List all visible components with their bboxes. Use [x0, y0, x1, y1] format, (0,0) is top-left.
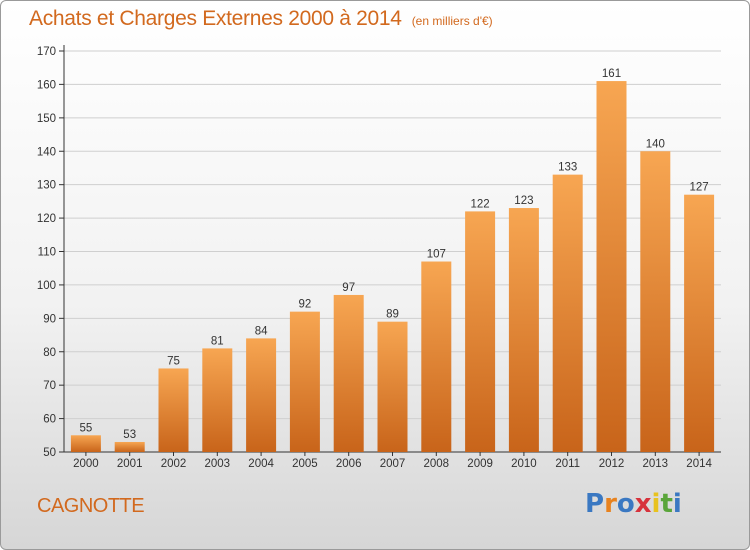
- x-tick-label-2007: 2007: [380, 458, 406, 470]
- logo-letter: o: [616, 489, 635, 519]
- bar-2011: [552, 174, 583, 452]
- bar-2014: [684, 194, 715, 453]
- x-tick-label-2012: 2012: [599, 458, 625, 470]
- logo-letter: i: [672, 489, 682, 519]
- y-tick-label: 100: [37, 280, 56, 292]
- proxiti-logo[interactable]: Proxiti: [585, 489, 682, 519]
- value-label-2008: 107: [427, 249, 446, 261]
- value-label-2005: 92: [299, 299, 312, 311]
- bar-2009: [465, 211, 496, 452]
- value-label-2012: 161: [602, 68, 621, 80]
- bar-2005: [289, 311, 320, 452]
- x-tick-label-2003: 2003: [205, 458, 231, 470]
- x-tick-label-2008: 2008: [424, 458, 450, 470]
- value-label-2003: 81: [211, 335, 224, 347]
- value-label-2004: 84: [255, 325, 268, 337]
- x-tick-label-2009: 2009: [467, 458, 493, 470]
- logo-letter: x: [634, 489, 652, 519]
- bar-2000: [70, 435, 101, 452]
- bar-2002: [158, 368, 189, 452]
- logo-letter: P: [585, 489, 605, 519]
- logo-letter: r: [604, 489, 617, 519]
- bar-2001: [114, 441, 145, 452]
- value-label-2014: 127: [690, 182, 709, 194]
- value-label-2007: 89: [386, 309, 399, 321]
- value-label-2000: 55: [80, 422, 93, 434]
- value-label-2010: 123: [514, 195, 533, 207]
- y-tick-label: 70: [43, 380, 56, 392]
- x-tick-label-2013: 2013: [643, 458, 669, 470]
- y-tick-label: 140: [37, 146, 56, 158]
- value-label-2006: 97: [342, 282, 355, 294]
- chart-title: Achats et Charges Externes 2000 à 2014 (e…: [29, 7, 493, 31]
- x-tick-label-2010: 2010: [511, 458, 537, 470]
- y-tick-label: 120: [37, 213, 56, 225]
- y-tick-label: 90: [43, 313, 56, 325]
- value-label-2001: 53: [123, 429, 136, 441]
- bar-2003: [202, 348, 233, 452]
- bar-2012: [596, 81, 627, 452]
- x-tick-label-2014: 2014: [686, 458, 712, 470]
- x-tick-label-2011: 2011: [555, 458, 580, 470]
- value-label-2009: 122: [471, 198, 490, 210]
- logo-letter: i: [651, 489, 661, 519]
- y-tick-label: 160: [37, 79, 56, 91]
- y-tick-label: 80: [43, 347, 56, 359]
- y-tick-label: 170: [37, 46, 56, 58]
- y-tick-label: 50: [43, 447, 56, 459]
- bar-2008: [421, 261, 452, 452]
- commune-name: CAGNOTTE: [37, 495, 145, 517]
- y-tick-label: 130: [37, 180, 56, 192]
- y-tick-label: 150: [37, 113, 56, 125]
- bar-2007: [377, 321, 408, 452]
- x-tick-label-2000: 2000: [73, 458, 99, 470]
- logo-letter: t: [660, 489, 673, 519]
- x-tick-label-2002: 2002: [161, 458, 187, 470]
- title-text: Achats et Charges Externes 2000 à 2014: [29, 7, 402, 30]
- x-tick-label-2004: 2004: [248, 458, 274, 470]
- bar-2013: [640, 151, 671, 452]
- unit-label: (en milliers d'€): [411, 14, 493, 28]
- bar-2004: [246, 338, 277, 452]
- bar-2006: [333, 294, 364, 452]
- y-tick-label: 60: [43, 414, 56, 426]
- x-tick-label-2005: 2005: [292, 458, 318, 470]
- bar-2010: [508, 208, 539, 452]
- value-label-2002: 75: [167, 355, 180, 367]
- x-tick-label-2006: 2006: [336, 458, 362, 470]
- value-label-2013: 140: [646, 138, 665, 150]
- value-label-2011: 133: [558, 162, 577, 174]
- x-tick-label-2001: 2001: [117, 458, 143, 470]
- y-tick-label: 110: [38, 247, 56, 259]
